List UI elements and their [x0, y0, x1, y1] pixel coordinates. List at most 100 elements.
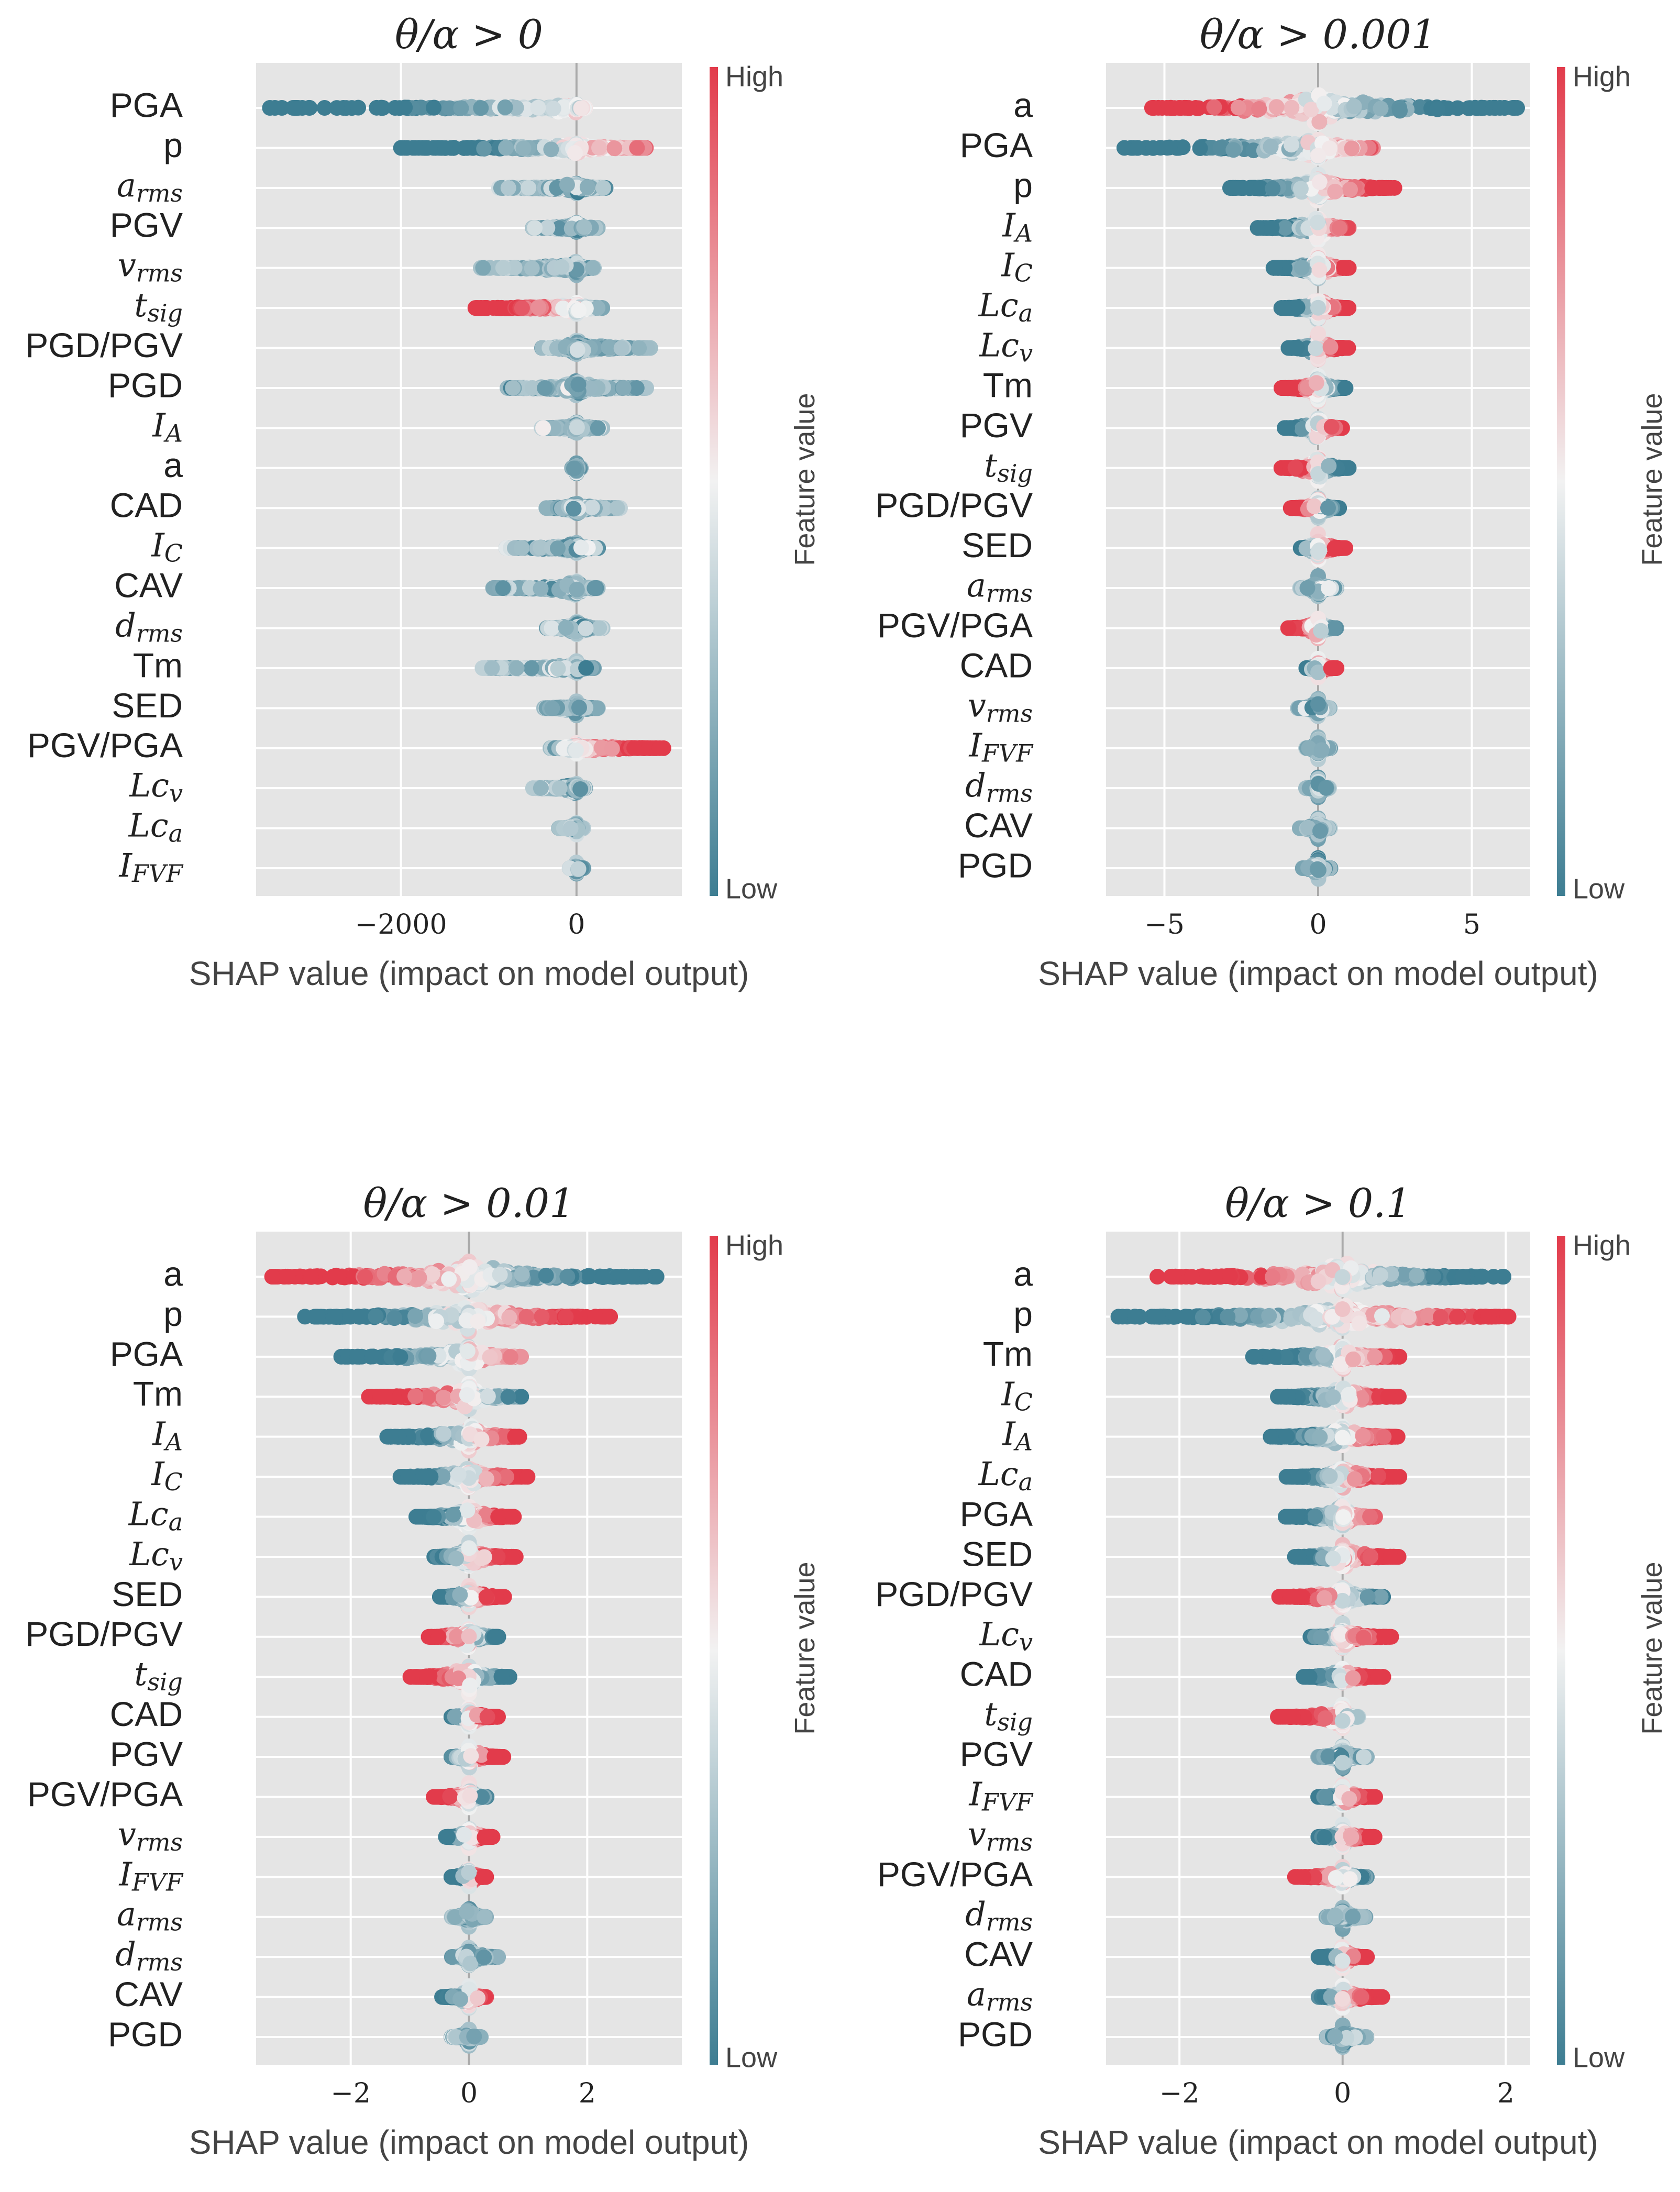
shap-dot	[301, 99, 317, 116]
shap-dot	[571, 302, 587, 318]
shap-dot	[545, 101, 561, 117]
feature-label: a	[163, 446, 183, 484]
shap-dot	[569, 581, 585, 597]
shap-dot	[530, 299, 547, 315]
shap-dot	[573, 539, 589, 556]
shap-dot	[472, 300, 489, 316]
shap-dot	[473, 100, 489, 116]
shap-dot	[426, 99, 442, 116]
shap-dot	[604, 740, 620, 757]
shap-dot	[495, 580, 511, 596]
shap-dot	[591, 620, 607, 636]
feature-label-subscript: sig	[147, 299, 183, 327]
shap-dot	[527, 220, 543, 236]
shap-dot	[572, 781, 589, 797]
shap-dot	[524, 260, 540, 276]
shap-dot	[629, 140, 645, 156]
shap-dot	[566, 501, 582, 517]
feature-label: arms	[117, 166, 183, 207]
shap-dot	[505, 380, 521, 396]
plot-area	[256, 63, 682, 896]
feature-label-subscript: rms	[136, 179, 183, 207]
shap-dot	[437, 140, 454, 156]
shap-dot	[566, 460, 582, 477]
feature-label: tsig	[134, 286, 183, 327]
shap-dot	[568, 742, 584, 758]
shap-dot	[514, 300, 530, 316]
shap-dot	[579, 179, 595, 195]
shap-dot	[569, 342, 585, 358]
shap-dot	[573, 100, 589, 116]
shap-dot	[578, 620, 594, 636]
shap-dot	[476, 140, 492, 157]
shap-dot	[591, 140, 607, 156]
shap-dot	[515, 140, 532, 157]
shap-dot	[606, 140, 623, 157]
shap-dot	[615, 380, 632, 396]
feature-label: PGD/PGV	[25, 326, 183, 364]
shap-dot	[530, 99, 546, 116]
feature-label: p	[163, 126, 183, 164]
shap-dot	[595, 180, 611, 196]
shap-dot	[274, 100, 290, 116]
shap-dot	[513, 540, 529, 556]
shap-dot	[509, 660, 525, 676]
feature-swarm-pga	[262, 96, 593, 120]
shap-dot	[559, 176, 575, 193]
feature-label-subscript: A	[163, 419, 183, 447]
feature-label: SED	[112, 686, 183, 725]
shap-dot	[544, 700, 560, 716]
shap-dot	[544, 620, 560, 636]
shap-dot	[590, 420, 606, 436]
feature-label: PGA	[110, 85, 183, 124]
shap-dot	[571, 700, 587, 716]
feature-label-main: Lc	[129, 766, 169, 804]
feature-label-main: v	[118, 246, 136, 284]
shap-dot	[585, 260, 601, 276]
feature-label: PGV/PGA	[27, 726, 183, 765]
shap-panel-1: PGAparmsPGVvrmstsigPGD/PGVPGDIAaCADICCAV…	[25, 11, 821, 992]
shap-dot	[497, 99, 513, 115]
shap-dot	[350, 99, 367, 116]
shap-dot	[498, 140, 514, 156]
feature-label-subscript: C	[164, 539, 183, 568]
feature-label-subscript: v	[169, 779, 183, 807]
shap-dot	[521, 180, 537, 196]
feature-label: Tm	[133, 646, 183, 684]
feature-label: drms	[115, 606, 183, 648]
feature-label: PGV	[110, 206, 183, 245]
shap-dot	[631, 340, 647, 356]
feature-label: CAD	[110, 486, 183, 525]
shap-dot	[550, 660, 566, 677]
shap-dot	[453, 100, 469, 116]
shap-dot	[441, 100, 458, 116]
shap-dot	[567, 145, 583, 161]
feature-label: CAV	[114, 566, 183, 604]
feature-label: PGD	[108, 366, 183, 404]
shap-dot	[508, 99, 524, 116]
feature-swarm-pgv	[525, 215, 606, 240]
shap-dot	[584, 499, 600, 515]
feature-label-subscript: rms	[136, 619, 183, 647]
feature-label-main: I	[151, 526, 165, 564]
shap-dot	[262, 99, 278, 116]
shap-dot	[554, 259, 570, 275]
shap-dot	[475, 260, 491, 276]
shap-dot	[626, 740, 643, 756]
feature-label-main: d	[115, 606, 136, 645]
feature-label-main: a	[117, 166, 136, 204]
feature-label: Lcv	[129, 766, 183, 807]
shap-dot	[425, 140, 441, 156]
shap-dot	[558, 619, 574, 636]
shap-dot	[329, 100, 345, 116]
feature-label: vrms	[118, 246, 183, 287]
shap-dot	[576, 219, 592, 235]
shap-dot	[500, 180, 516, 196]
feature-swarm-a-rms	[491, 175, 614, 202]
shap-dot	[569, 419, 585, 436]
shap-dot	[570, 377, 587, 393]
shap-dot	[316, 100, 333, 116]
shap-dot	[578, 660, 594, 676]
shap-dot	[533, 780, 549, 796]
shap-dot	[537, 380, 553, 396]
